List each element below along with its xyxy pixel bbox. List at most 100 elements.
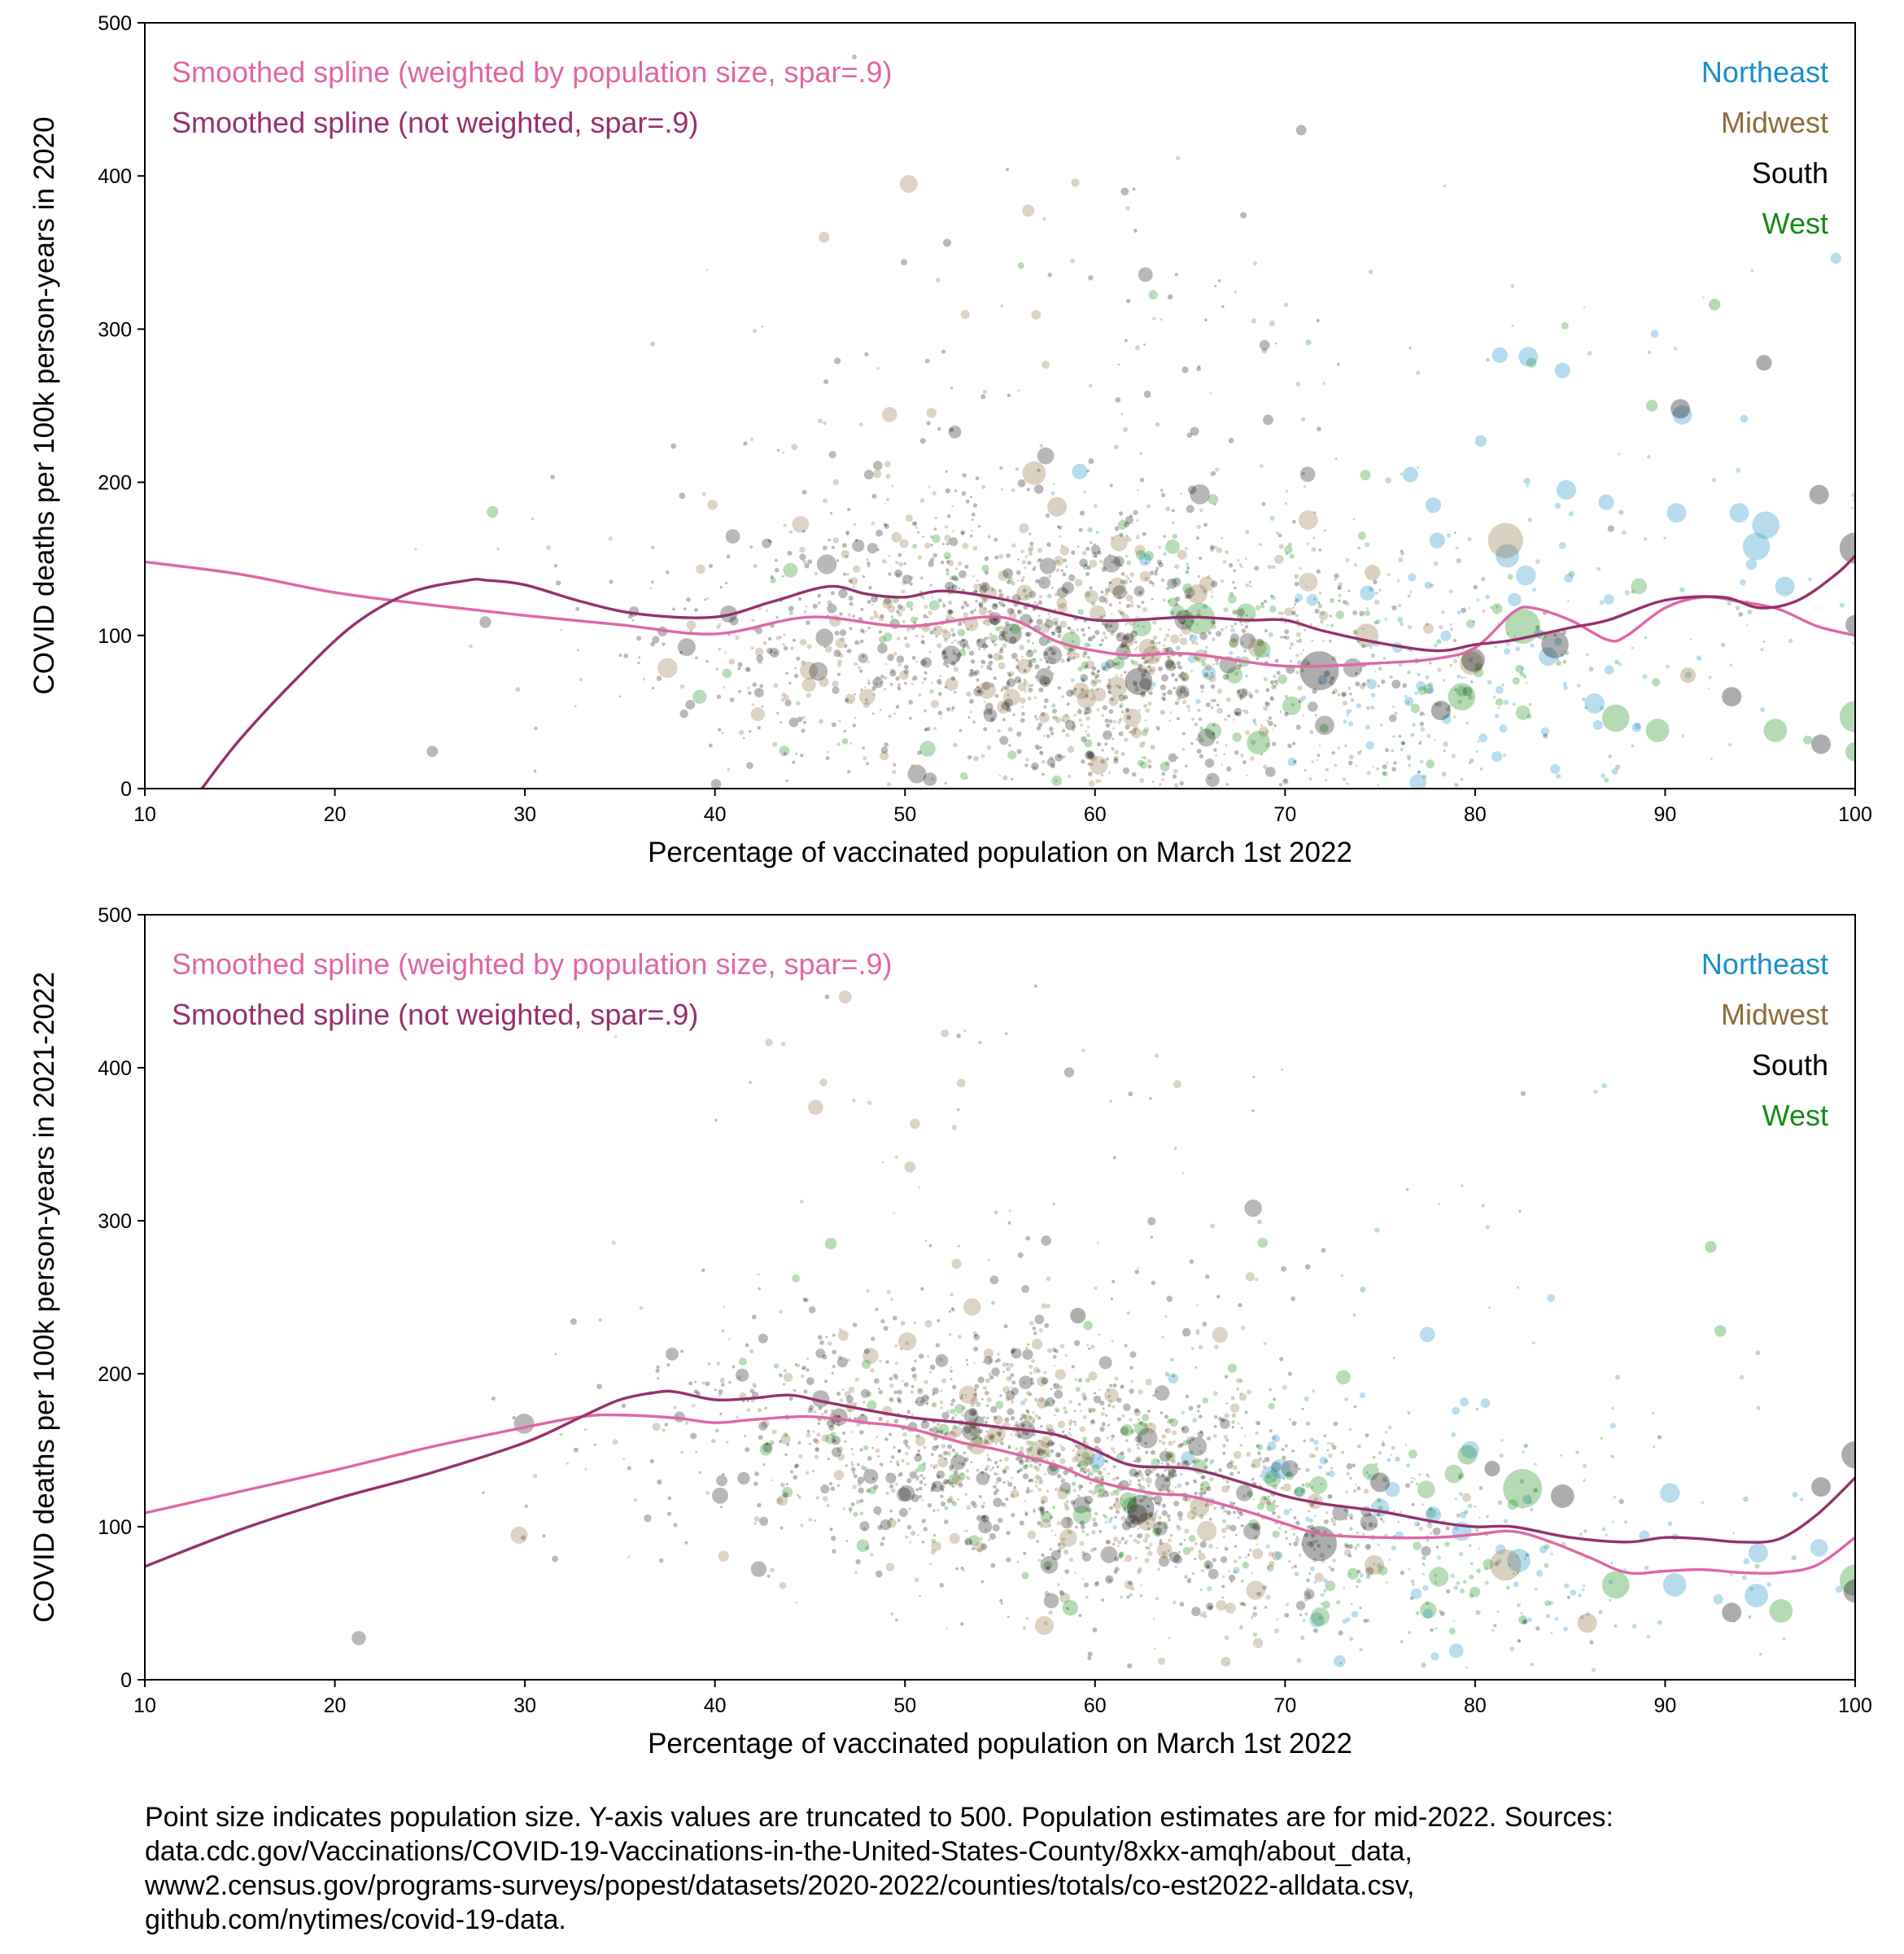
county-point-west: [780, 1482, 785, 1488]
county-point-midwest: [1137, 688, 1139, 692]
county-point-midwest: [1031, 1417, 1036, 1423]
county-point-south: [990, 1405, 998, 1414]
county-point-west: [1269, 696, 1273, 700]
county-point-west: [1202, 1397, 1209, 1404]
county-point-south: [1080, 674, 1088, 682]
county-point-northeast: [1416, 370, 1421, 375]
county-point-south: [1133, 1497, 1137, 1502]
county-point-south: [1202, 1475, 1206, 1480]
county-point-south: [987, 710, 993, 715]
county-point-south: [849, 627, 853, 631]
county-point-west: [1229, 1459, 1234, 1465]
county-point-west: [1188, 1535, 1196, 1542]
county-point-midwest: [753, 1515, 760, 1523]
county-point-midwest: [735, 635, 740, 640]
county-point-south: [1161, 492, 1166, 498]
county-point-west: [1645, 719, 1670, 742]
county-point-midwest: [1144, 666, 1152, 674]
county-point-west: [1644, 636, 1648, 640]
county-point-midwest: [1042, 216, 1046, 221]
county-point-midwest: [652, 1423, 661, 1432]
county-point-south: [785, 1483, 788, 1486]
county-point-south: [889, 1376, 893, 1381]
county-point-northeast: [1360, 585, 1375, 601]
county-point-midwest: [1046, 618, 1050, 622]
county-point-south: [1173, 1500, 1180, 1507]
county-point-midwest: [902, 619, 906, 623]
county-point-midwest: [1059, 535, 1062, 538]
county-point-south: [1273, 680, 1278, 684]
county-point-midwest: [1245, 1272, 1255, 1282]
county-point-midwest: [949, 1532, 960, 1544]
county-point-south: [1078, 1402, 1081, 1406]
county-point-midwest: [938, 1357, 943, 1362]
county-point-midwest: [1033, 1508, 1036, 1511]
county-point-midwest: [924, 1319, 932, 1328]
county-point-south: [987, 1458, 991, 1462]
county-point-south: [924, 728, 928, 732]
county-point-west: [1068, 627, 1072, 631]
county-point-northeast: [1433, 739, 1436, 741]
county-point-south: [1312, 1628, 1318, 1633]
y-tick-label: 200: [98, 1363, 132, 1386]
county-point-west: [1170, 1357, 1174, 1362]
x-tick-label: 70: [1273, 1694, 1296, 1717]
county-point-midwest: [1315, 625, 1318, 628]
county-point-south: [913, 621, 917, 625]
county-point-south: [1036, 726, 1042, 731]
county-point-midwest: [915, 617, 919, 621]
county-point-midwest: [894, 1155, 898, 1159]
county-point-midwest: [1349, 1572, 1352, 1576]
county-point-midwest: [945, 677, 959, 691]
county-point-south: [1111, 1434, 1116, 1439]
county-point-midwest: [1163, 644, 1166, 647]
county-point-south: [1107, 1395, 1111, 1398]
county-point-south: [1196, 366, 1201, 372]
county-point-south: [1430, 1628, 1434, 1633]
county-point-midwest: [951, 505, 954, 508]
county-point-south: [1114, 1515, 1117, 1519]
county-point-south: [1199, 684, 1205, 689]
county-point-south: [945, 557, 949, 559]
county-point-south: [1845, 614, 1855, 635]
county-point-midwest: [911, 678, 915, 681]
county-point-northeast: [1500, 1439, 1504, 1442]
county-point-south: [1140, 691, 1146, 697]
county-point-midwest: [1053, 1364, 1056, 1367]
county-point-midwest: [839, 653, 844, 658]
county-point-south: [1078, 1614, 1082, 1617]
county-point-midwest: [1121, 518, 1124, 522]
county-point-south: [556, 580, 561, 586]
county-point-south: [866, 762, 869, 766]
county-point-midwest: [1090, 1344, 1095, 1349]
county-point-west: [1349, 709, 1352, 712]
county-point-west: [1117, 609, 1122, 614]
county-point-south: [1210, 684, 1216, 689]
county-point-midwest: [1117, 1540, 1122, 1545]
county-point-south: [926, 421, 931, 426]
county-point-south: [1360, 1513, 1378, 1532]
county-point-northeast: [1491, 1628, 1495, 1633]
county-point-northeast: [1448, 589, 1453, 593]
county-point-midwest: [1089, 780, 1095, 787]
county-point-west: [1072, 1506, 1092, 1525]
county-point-midwest: [1142, 1537, 1148, 1543]
county-point-south: [984, 557, 989, 562]
county-point-south: [941, 650, 946, 656]
county-point-south: [1039, 745, 1042, 750]
county-point-northeast: [1644, 537, 1648, 541]
county-point-midwest: [1028, 545, 1034, 552]
county-point-south: [1124, 708, 1129, 713]
county-point-south: [1199, 754, 1203, 758]
county-point-south: [1149, 570, 1155, 575]
county-point-west: [1732, 1532, 1735, 1535]
county-point-west: [1159, 762, 1170, 772]
county-point-midwest: [1033, 601, 1037, 605]
county-point-midwest: [1075, 1446, 1095, 1467]
county-point-south: [859, 1521, 870, 1532]
county-point-south: [884, 523, 889, 529]
county-point-south: [855, 1558, 861, 1565]
county-point-south: [1274, 658, 1279, 663]
county-point-northeast: [1760, 647, 1764, 652]
county-point-midwest: [1155, 658, 1159, 662]
